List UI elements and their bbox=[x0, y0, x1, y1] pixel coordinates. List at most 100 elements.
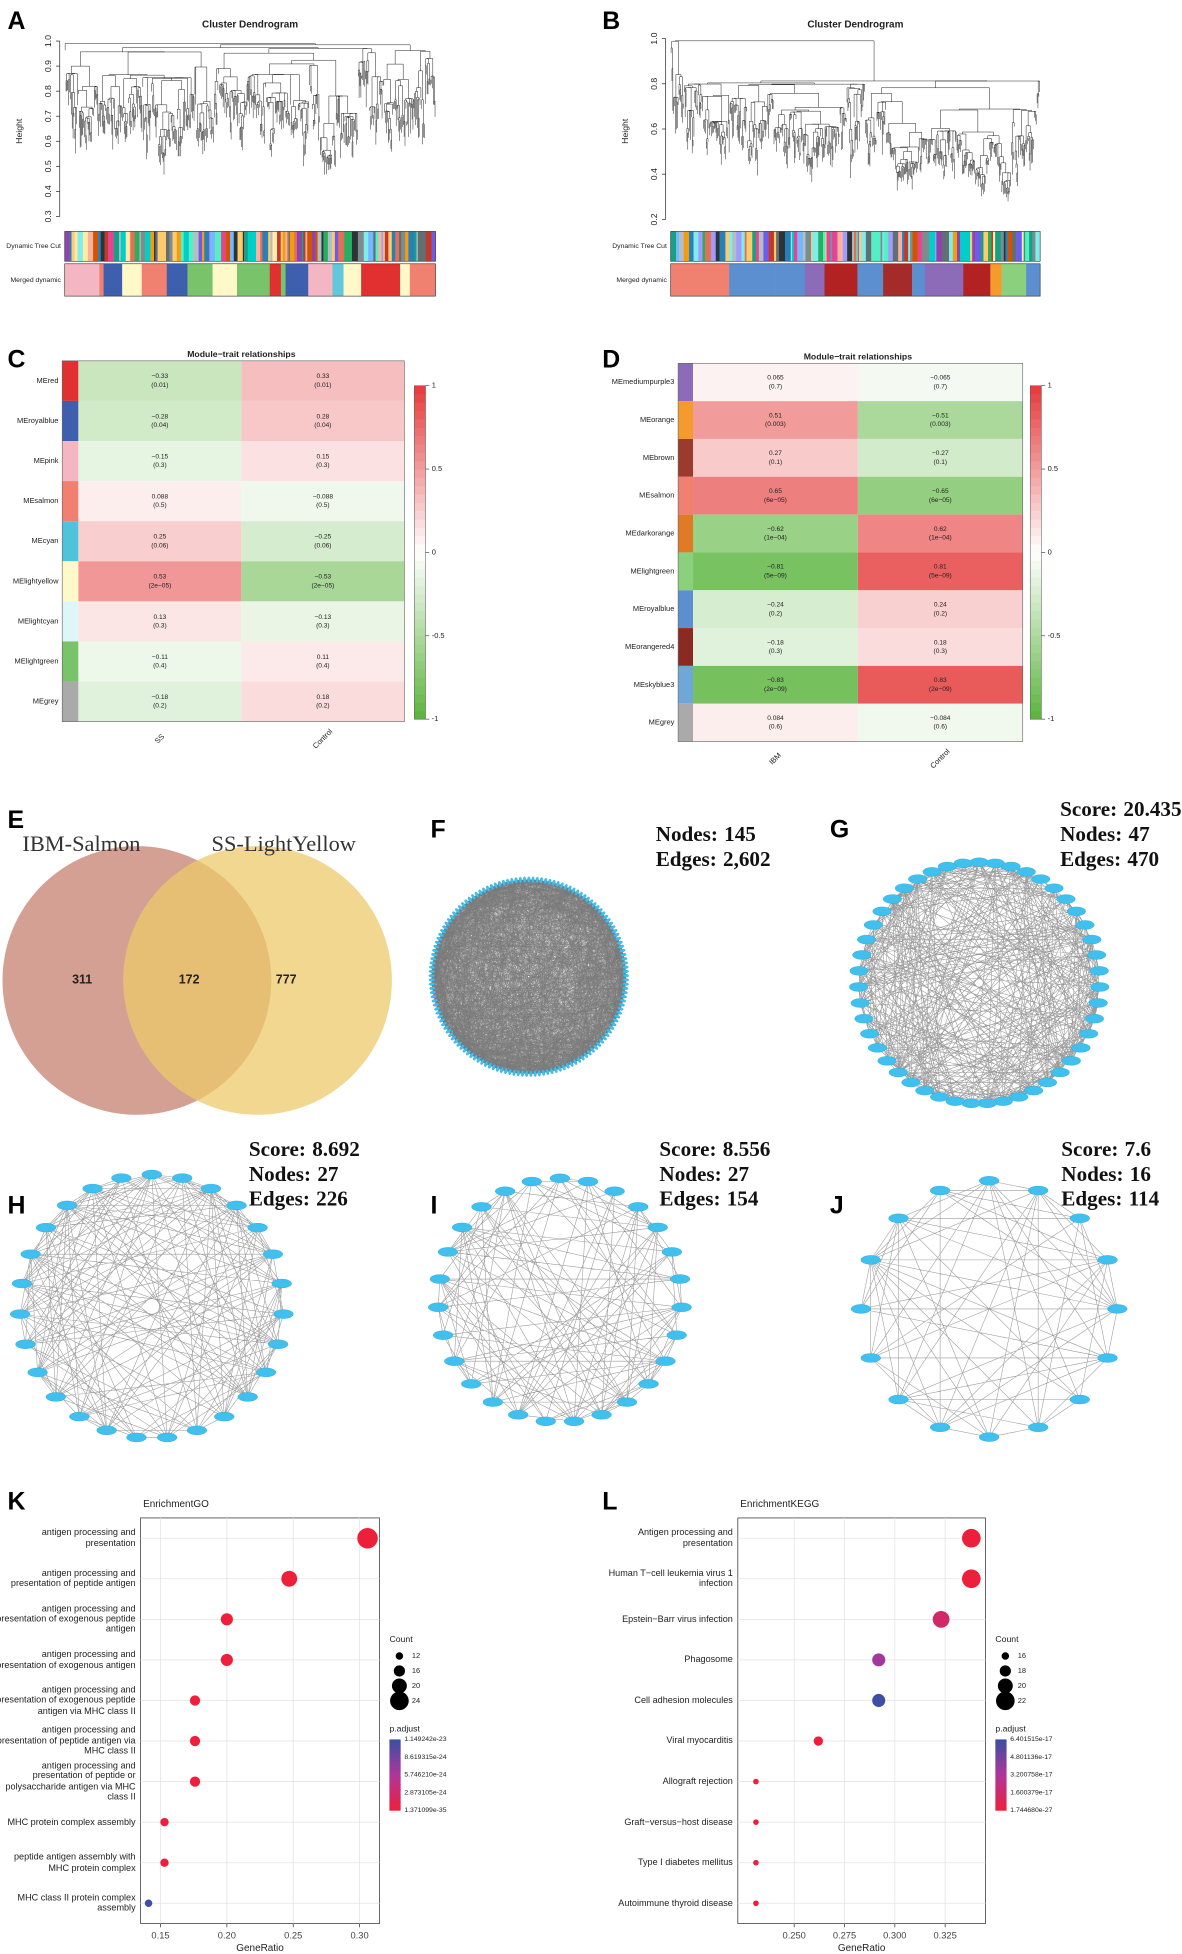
module-color bbox=[294, 231, 298, 262]
node bbox=[255, 1367, 277, 1378]
module-color bbox=[288, 231, 291, 262]
row-label: MElightgreen bbox=[15, 656, 59, 665]
module-color bbox=[334, 231, 339, 262]
module-color bbox=[1000, 231, 1005, 262]
module-strip bbox=[62, 641, 79, 682]
module-color bbox=[262, 231, 269, 262]
module-color bbox=[141, 263, 168, 297]
node bbox=[604, 1186, 625, 1196]
stat-value: 470 bbox=[1127, 847, 1159, 871]
row-label: MEsalmon bbox=[23, 496, 58, 505]
colorbar-step bbox=[389, 1748, 401, 1752]
cell-p: (1e−04) bbox=[764, 535, 787, 542]
node bbox=[559, 882, 564, 889]
panel-letter: G bbox=[830, 816, 849, 844]
module-color bbox=[847, 231, 853, 262]
panel-letter: J bbox=[830, 1191, 844, 1219]
node bbox=[603, 1032, 610, 1037]
node bbox=[172, 1173, 193, 1183]
module-color bbox=[929, 231, 936, 262]
colorbar-step bbox=[414, 410, 426, 420]
cell-value: −0.51 bbox=[932, 412, 949, 419]
colorbar-step bbox=[1030, 585, 1042, 595]
cell-value: 0.24 bbox=[934, 602, 947, 609]
color-bar-label: Merged dynamic bbox=[616, 277, 667, 284]
module-color bbox=[64, 263, 100, 297]
node bbox=[615, 936, 622, 941]
panel-letter: C bbox=[7, 345, 25, 373]
row-label: MEsalmon bbox=[639, 491, 674, 500]
network-stat: Nodes: 47 bbox=[1060, 822, 1150, 846]
module-color bbox=[100, 231, 105, 262]
node bbox=[888, 1067, 908, 1078]
module-color bbox=[1026, 263, 1041, 297]
node bbox=[583, 1052, 589, 1058]
node bbox=[852, 950, 872, 960]
module-color bbox=[732, 231, 737, 262]
cell-p: (2e−05) bbox=[311, 582, 334, 589]
cell-value: −0.33 bbox=[152, 373, 169, 380]
node bbox=[441, 1021, 447, 1027]
module-color bbox=[321, 231, 324, 262]
dendrogram-title: Cluster Dendrogram bbox=[202, 20, 298, 31]
colorbar-step bbox=[1030, 410, 1042, 420]
colorbar-step bbox=[1030, 510, 1042, 520]
module-color bbox=[683, 231, 690, 262]
module-color bbox=[917, 231, 923, 262]
cell-p: (0.2) bbox=[153, 703, 167, 710]
module-color bbox=[154, 231, 156, 262]
colorbar-step bbox=[414, 677, 426, 687]
module-color bbox=[256, 231, 261, 262]
node bbox=[126, 1432, 147, 1443]
colorbar-step bbox=[1030, 477, 1042, 487]
node bbox=[552, 879, 556, 887]
colorbar-step bbox=[995, 1805, 1007, 1809]
colorbar-step bbox=[995, 1791, 1007, 1795]
cell-value: 0.62 bbox=[934, 526, 947, 533]
module-color bbox=[409, 263, 436, 297]
node bbox=[11, 1278, 33, 1289]
module-color bbox=[912, 263, 926, 297]
node bbox=[439, 1018, 446, 1023]
node bbox=[510, 877, 514, 885]
module-color bbox=[179, 231, 182, 262]
cell-p: (0.3) bbox=[316, 623, 330, 630]
y-tick-label: 1.0 bbox=[649, 32, 659, 44]
node bbox=[491, 1064, 496, 1071]
colorbar-step bbox=[1030, 635, 1042, 645]
colorbar-step bbox=[995, 1760, 1007, 1764]
dot bbox=[872, 1693, 886, 1707]
node bbox=[882, 894, 902, 904]
module-color bbox=[272, 231, 278, 262]
network-nodes bbox=[850, 1176, 1128, 1442]
colorbar-step bbox=[995, 1798, 1007, 1802]
module-color bbox=[912, 231, 918, 262]
legend-title: Count bbox=[995, 1634, 1019, 1644]
node bbox=[471, 894, 476, 900]
module-color bbox=[719, 231, 726, 262]
module-color bbox=[82, 231, 89, 262]
network-stat: Nodes: 16 bbox=[1061, 1162, 1151, 1186]
node bbox=[9, 1309, 31, 1319]
plot-area bbox=[737, 1517, 986, 1924]
module-strip bbox=[678, 703, 694, 742]
module-color bbox=[871, 231, 878, 262]
module-color bbox=[204, 231, 210, 262]
node bbox=[431, 953, 438, 957]
module-color bbox=[327, 231, 333, 262]
node bbox=[1090, 982, 1110, 992]
module-color bbox=[282, 231, 286, 262]
module-color bbox=[180, 231, 184, 262]
cell-p: (0.04) bbox=[151, 422, 168, 429]
module-strip bbox=[678, 552, 694, 591]
node bbox=[576, 1057, 581, 1063]
node bbox=[435, 1010, 442, 1015]
module-color bbox=[368, 231, 374, 262]
node bbox=[929, 1422, 951, 1432]
module-color bbox=[970, 231, 973, 262]
node bbox=[863, 920, 883, 930]
row-label: MElightgreen bbox=[630, 566, 674, 575]
cell-p: (0.06) bbox=[151, 542, 168, 549]
colorbar-step bbox=[389, 1770, 401, 1773]
category-label: Phagosome bbox=[684, 1653, 733, 1665]
